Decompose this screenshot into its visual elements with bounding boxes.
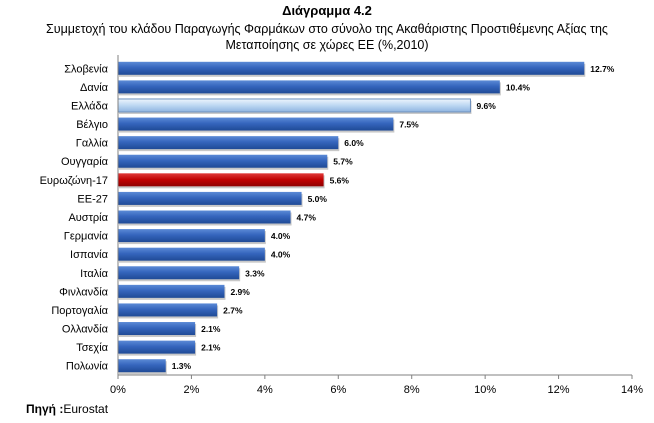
bar (118, 136, 339, 150)
category-label: Ολλανδία (62, 324, 109, 336)
category-label: Ισπανία (70, 249, 109, 261)
bar (118, 340, 196, 354)
data-label: 3.3% (245, 268, 265, 278)
chart-heading: Διάγραμμα 4.2 (282, 3, 372, 18)
x-tick-label: 0% (110, 384, 126, 396)
bar (118, 303, 218, 317)
x-tick-label: 8% (404, 384, 420, 396)
data-label: 5.7% (333, 157, 353, 167)
x-tick-label: 12% (548, 384, 570, 396)
data-label: 7.5% (399, 120, 419, 130)
x-tick-label: 10% (474, 384, 496, 396)
bar (118, 80, 500, 94)
category-label: Πολωνία (66, 361, 109, 373)
bar (118, 322, 196, 336)
category-label: Ιταλία (80, 268, 109, 280)
bar (118, 173, 324, 187)
category-label: Αυστρία (68, 212, 108, 224)
data-label: 2.7% (223, 305, 243, 315)
bar (118, 359, 166, 373)
bar (118, 154, 328, 168)
category-label: Βέλγιο (76, 119, 108, 131)
chart-title-line-1: Συμμετοχή του κλάδου Παραγωγής Φαρμάκων … (46, 22, 608, 36)
data-label: 4.0% (271, 250, 291, 260)
bar (118, 266, 240, 280)
bar (118, 191, 302, 205)
data-label: 12.7% (590, 64, 615, 74)
x-tick-label: 2% (183, 384, 199, 396)
category-label: ΕΕ-27 (77, 193, 108, 205)
bar (118, 284, 225, 298)
category-label: Φινλανδία (59, 286, 108, 298)
data-label: 5.6% (330, 175, 350, 185)
chart-title: Συμμετοχή του κλάδου Παραγωγής Φαρμάκων … (0, 21, 654, 53)
data-label: 4.7% (297, 213, 317, 223)
category-label: Σλοβενία (64, 63, 108, 75)
source-value: Eurostat (63, 402, 109, 416)
x-tick-label: 14% (621, 384, 643, 396)
source-note: Πηγή :Eurostat (26, 402, 108, 416)
category-label: Πορτογαλία (51, 305, 108, 317)
data-label: 2.1% (201, 324, 221, 334)
data-label: 2.1% (201, 343, 221, 353)
category-label: Ελλάδα (71, 100, 109, 112)
category-label: Τσεχία (76, 342, 108, 354)
bar (118, 247, 265, 261)
data-label: 6.0% (344, 138, 364, 148)
data-label: 9.6% (476, 101, 496, 111)
data-label: 10.4% (506, 82, 531, 92)
bar (118, 229, 265, 243)
bar (117, 98, 471, 113)
bar (118, 117, 394, 131)
source-label: Πηγή : (26, 402, 64, 416)
category-label: Γερμανία (64, 231, 109, 243)
chart-title-line-2: Μεταποίησης σε χώρες ΕΕ (%,2010) (225, 38, 429, 52)
category-label: Γαλλία (76, 138, 109, 150)
data-label: 1.3% (172, 361, 192, 371)
data-label: 5.0% (308, 194, 328, 204)
data-label: 4.0% (271, 231, 291, 241)
category-label: Ευρωζώνη-17 (40, 175, 108, 187)
category-label: Δανία (80, 82, 109, 94)
x-tick-label: 6% (330, 384, 346, 396)
x-tick-label: 4% (257, 384, 273, 396)
bar (118, 61, 585, 75)
bar (118, 210, 291, 224)
category-label: Ουγγαρία (61, 156, 109, 168)
data-label: 2.9% (230, 287, 250, 297)
